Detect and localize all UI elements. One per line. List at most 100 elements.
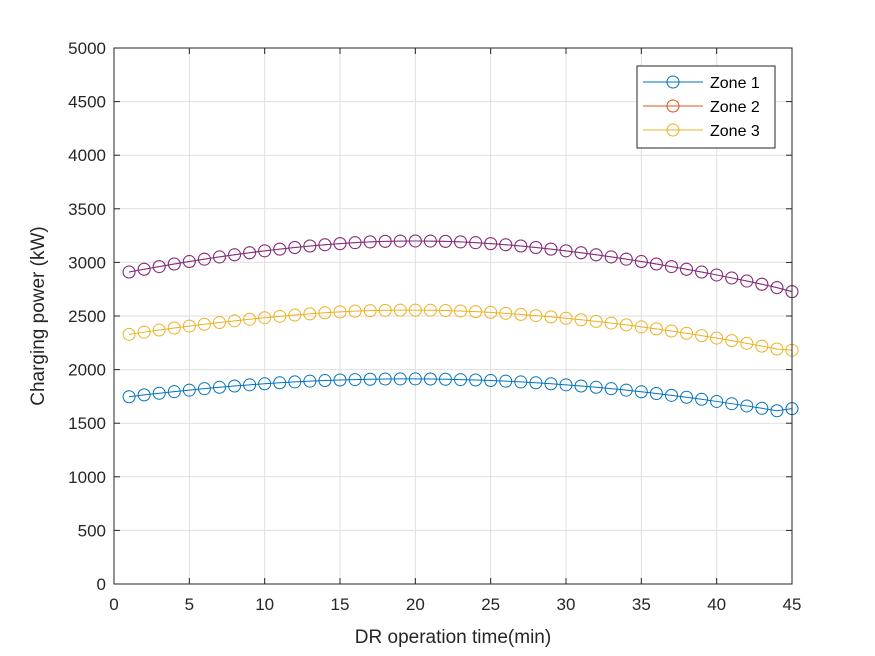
series-1-point [499, 374, 513, 388]
series-3-point [212, 316, 226, 330]
series-3-point [333, 305, 347, 319]
series-overlay-point [243, 246, 257, 260]
series-overlay-point [423, 234, 437, 248]
series-overlay-point [333, 237, 347, 251]
series-1-point [740, 399, 754, 413]
series-3-point [378, 303, 392, 317]
series-overlay-point [664, 260, 678, 274]
x-tick-label: 25 [481, 595, 500, 614]
series-1-point [649, 387, 663, 401]
series-3-point [695, 329, 709, 343]
series-3-point [363, 304, 377, 318]
y-axis-label: Charging power (kW) [28, 226, 49, 406]
series-1-point [438, 372, 452, 386]
x-tick-label: 10 [255, 595, 274, 614]
series-overlay-point [197, 252, 211, 266]
series-3-point [604, 316, 618, 330]
series-overlay-point [634, 255, 648, 269]
series-overlay-point [122, 265, 136, 279]
series-3-point [574, 313, 588, 327]
series-overlay-point [514, 239, 528, 253]
series-3-point [589, 314, 603, 328]
series-3-point [484, 305, 498, 319]
series-3-point [514, 307, 528, 321]
x-tick-label: 40 [707, 595, 726, 614]
series-1-point [469, 373, 483, 387]
series-3-point [288, 308, 302, 322]
series-3-point [258, 311, 272, 325]
x-tick-label: 30 [557, 595, 576, 614]
series-overlay-point [755, 277, 769, 291]
series-3 [122, 303, 799, 357]
series-overlay-point [438, 234, 452, 248]
series-1 [122, 372, 799, 418]
series-overlay-point [695, 265, 709, 279]
series-1-point [755, 401, 769, 415]
series-overlay-point [559, 244, 573, 258]
series-1-point [363, 372, 377, 386]
y-tick-label: 500 [78, 521, 106, 540]
series-1-point [619, 383, 633, 397]
series-overlay-point [182, 255, 196, 269]
x-tick-label: 35 [632, 595, 651, 614]
series-1-point [318, 374, 332, 388]
series-3-point [348, 304, 362, 318]
series-overlay-point [303, 239, 317, 253]
series-3-point [273, 309, 287, 323]
series-1-point [167, 385, 181, 399]
series-overlay-point [469, 236, 483, 250]
series-overlay-point [710, 268, 724, 282]
series-1-point [680, 390, 694, 404]
series-1-point [393, 372, 407, 386]
series-3-point [303, 307, 317, 321]
series-overlay-point [137, 262, 151, 276]
legend-box [636, 65, 776, 149]
series-overlay-point [318, 238, 332, 252]
series-3-point [167, 321, 181, 335]
series-3-point [137, 325, 151, 339]
series-1-point [408, 372, 422, 386]
series-1-point [258, 377, 272, 391]
series-1-point [454, 373, 468, 387]
series-overlay-point [499, 238, 513, 252]
y-tick-label: 4500 [68, 93, 106, 112]
series-overlay-point [258, 244, 272, 258]
series-1-point [137, 388, 151, 402]
series-3-point [529, 309, 543, 323]
series-1-point [710, 394, 724, 408]
series-3-point [499, 306, 513, 320]
series-3-point [680, 326, 694, 340]
series-3-point [318, 306, 332, 320]
x-tick-label: 20 [406, 595, 425, 614]
series-1-point [288, 375, 302, 389]
series-3-point [770, 342, 784, 356]
series-overlay-point [152, 260, 166, 274]
series-overlay-point [649, 257, 663, 271]
series-1-point [544, 377, 558, 391]
legend-entry-label: Zone 2 [710, 99, 760, 116]
series-3-point [740, 336, 754, 350]
series-3-point [619, 318, 633, 332]
y-tick-label: 5000 [68, 39, 106, 58]
series-1-point [514, 375, 528, 389]
series-overlay-point [484, 237, 498, 251]
series-1-point [182, 383, 196, 397]
series-overlay-point [167, 257, 181, 271]
series-1-point [604, 382, 618, 396]
series-1-point [695, 392, 709, 406]
series-3-point [423, 303, 437, 317]
series-3-point [438, 304, 452, 318]
series-3-point [243, 312, 257, 326]
series-3-point [228, 314, 242, 328]
series-3-point [122, 327, 136, 341]
x-tick-label: 5 [185, 595, 194, 614]
series-3-point [197, 317, 211, 331]
x-axis-label: DR operation time(min) [355, 627, 551, 648]
legend-marker [666, 75, 680, 89]
series-overlay-point [228, 248, 242, 262]
series-1-point [152, 386, 166, 400]
series-overlay-point [378, 234, 392, 248]
x-tick-label: 45 [783, 595, 802, 614]
series-1-point [333, 373, 347, 387]
series-3-point [634, 320, 648, 334]
